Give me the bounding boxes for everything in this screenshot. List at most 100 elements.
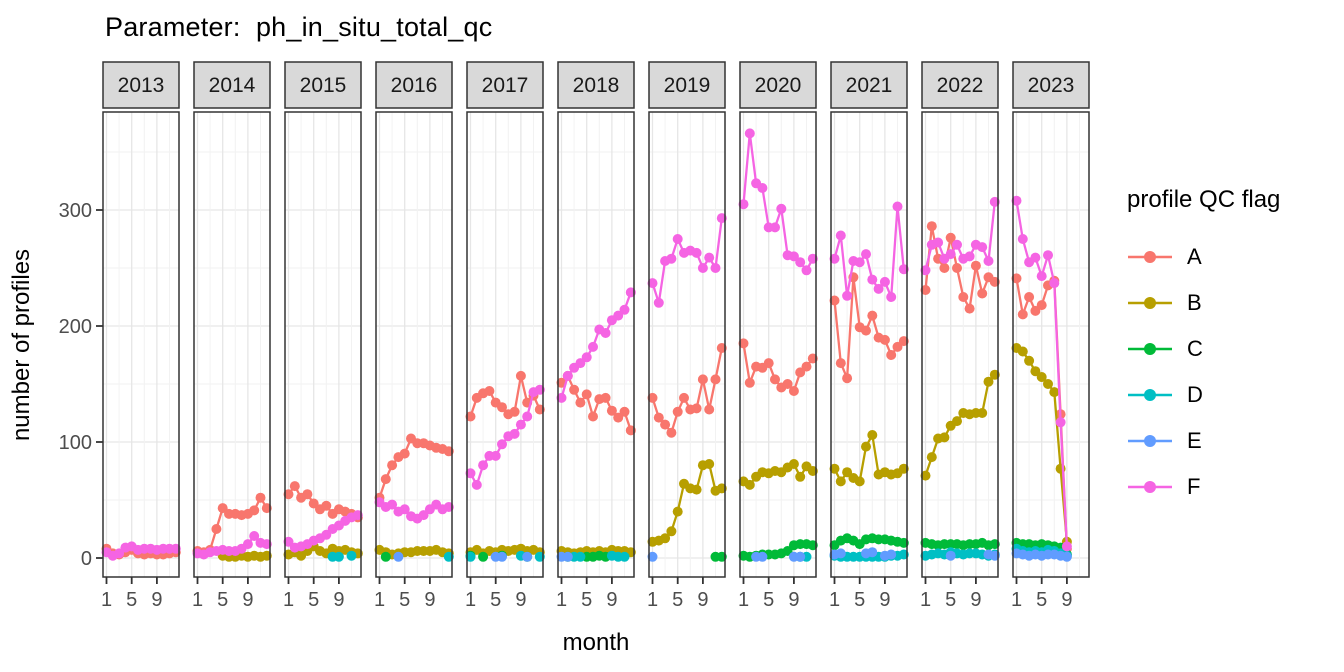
facet-strip	[1012, 61, 1090, 109]
series-point-E	[562, 551, 573, 562]
series-point-F	[892, 201, 903, 212]
series-point-F	[1055, 417, 1066, 428]
x-tick-label: 5	[490, 589, 501, 611]
series-point-F	[776, 203, 787, 214]
series-point-F	[873, 283, 884, 294]
series-point-F	[1061, 541, 1072, 552]
x-tick-label: 1	[192, 589, 203, 611]
series-point-A	[691, 403, 702, 414]
series-point-A	[1030, 305, 1041, 316]
x-tick-label: 9	[424, 589, 435, 611]
series-point-A	[465, 411, 476, 422]
series-point-B	[660, 533, 671, 544]
facet-strip-label: 2022	[937, 74, 984, 97]
series-point-E	[497, 551, 507, 562]
legend-entry-C: C	[1127, 326, 1280, 372]
series-point-F	[738, 199, 749, 210]
series-point-A	[697, 374, 708, 385]
series-point-B	[861, 441, 871, 452]
series-point-F	[666, 253, 677, 264]
legend-entry-E: E	[1127, 418, 1280, 464]
legend-entry-label: E	[1187, 428, 1202, 453]
series-point-F	[945, 249, 956, 260]
facet-strip-label: 2021	[846, 74, 893, 97]
series-point-F	[697, 263, 708, 273]
panel-border	[921, 111, 999, 578]
series-point-D	[465, 551, 476, 562]
facet-strip	[921, 61, 999, 109]
series-point-E	[393, 551, 404, 562]
legend-title: profile QC flag	[1127, 186, 1281, 213]
series-point-A	[710, 374, 721, 385]
panel-background	[1013, 112, 1089, 577]
series-point-F	[861, 249, 871, 260]
series-point-F	[672, 234, 683, 244]
series-point-F	[471, 479, 482, 490]
series-point-F	[1036, 271, 1047, 282]
x-tick-label: 5	[672, 589, 683, 611]
series-point-A	[217, 503, 228, 514]
series-point-A	[1024, 292, 1035, 302]
x-tick-label: 1	[465, 589, 476, 611]
series-point-A	[1036, 300, 1047, 311]
series-point-B	[835, 476, 846, 487]
x-tick-label: 9	[788, 589, 799, 611]
series-point-F	[691, 247, 702, 258]
y-tick-label: 200	[59, 316, 92, 338]
series-point-A	[801, 361, 812, 372]
panel-background	[103, 112, 179, 577]
series-point-F	[1011, 195, 1022, 206]
facet-strip	[648, 61, 726, 109]
series-point-E	[945, 550, 956, 561]
series-point-A	[920, 285, 931, 295]
series-point-A	[619, 406, 630, 417]
series-point-B	[666, 526, 677, 537]
series-point-B	[788, 459, 799, 469]
series-point-A	[879, 334, 890, 345]
facet-strip	[739, 61, 817, 109]
series-point-B	[983, 376, 994, 387]
series-point-A	[861, 325, 871, 336]
series-point-E	[886, 549, 897, 560]
series-point-A	[249, 505, 260, 516]
series-point-A	[945, 232, 956, 243]
x-tick-label: 5	[126, 589, 137, 611]
series-point-B	[704, 459, 715, 469]
x-tick-label: 5	[581, 589, 592, 611]
series-point-E	[522, 551, 533, 562]
series-point-A	[647, 392, 658, 403]
series-point-A	[515, 370, 526, 381]
legend-key-icon	[1128, 343, 1172, 355]
series-point-F	[854, 257, 865, 268]
series-point-A	[958, 292, 969, 302]
panel-border	[193, 111, 271, 578]
x-tick-label: 5	[217, 589, 228, 611]
series-point-B	[1024, 355, 1035, 366]
facet-strip-label: 2018	[573, 74, 620, 97]
series-point-F	[387, 499, 398, 510]
series-point-F	[114, 548, 125, 559]
x-tick-label: 9	[879, 589, 890, 611]
series-point-A	[835, 358, 846, 369]
series-point-A	[606, 405, 617, 416]
facet-2019: 2019 1 5 9	[647, 61, 727, 611]
legend-key-icon	[1128, 435, 1172, 447]
series-point-A	[666, 427, 677, 438]
panel-background	[194, 112, 270, 577]
facet-strip-label: 2017	[482, 74, 529, 97]
series-point-A	[497, 402, 507, 413]
series-point-B	[691, 484, 702, 495]
x-tick-label: 1	[1011, 589, 1022, 611]
panel-border	[375, 111, 453, 578]
series-point-F	[920, 265, 931, 276]
y-tick-label: 100	[59, 432, 92, 454]
series-point-A	[795, 367, 806, 378]
series-point-A	[738, 338, 749, 349]
panel-border	[830, 111, 908, 578]
series-point-F	[964, 251, 975, 262]
legend-entry-label: C	[1187, 336, 1203, 361]
x-tick-label: 1	[647, 589, 658, 611]
series-point-F	[829, 253, 840, 264]
